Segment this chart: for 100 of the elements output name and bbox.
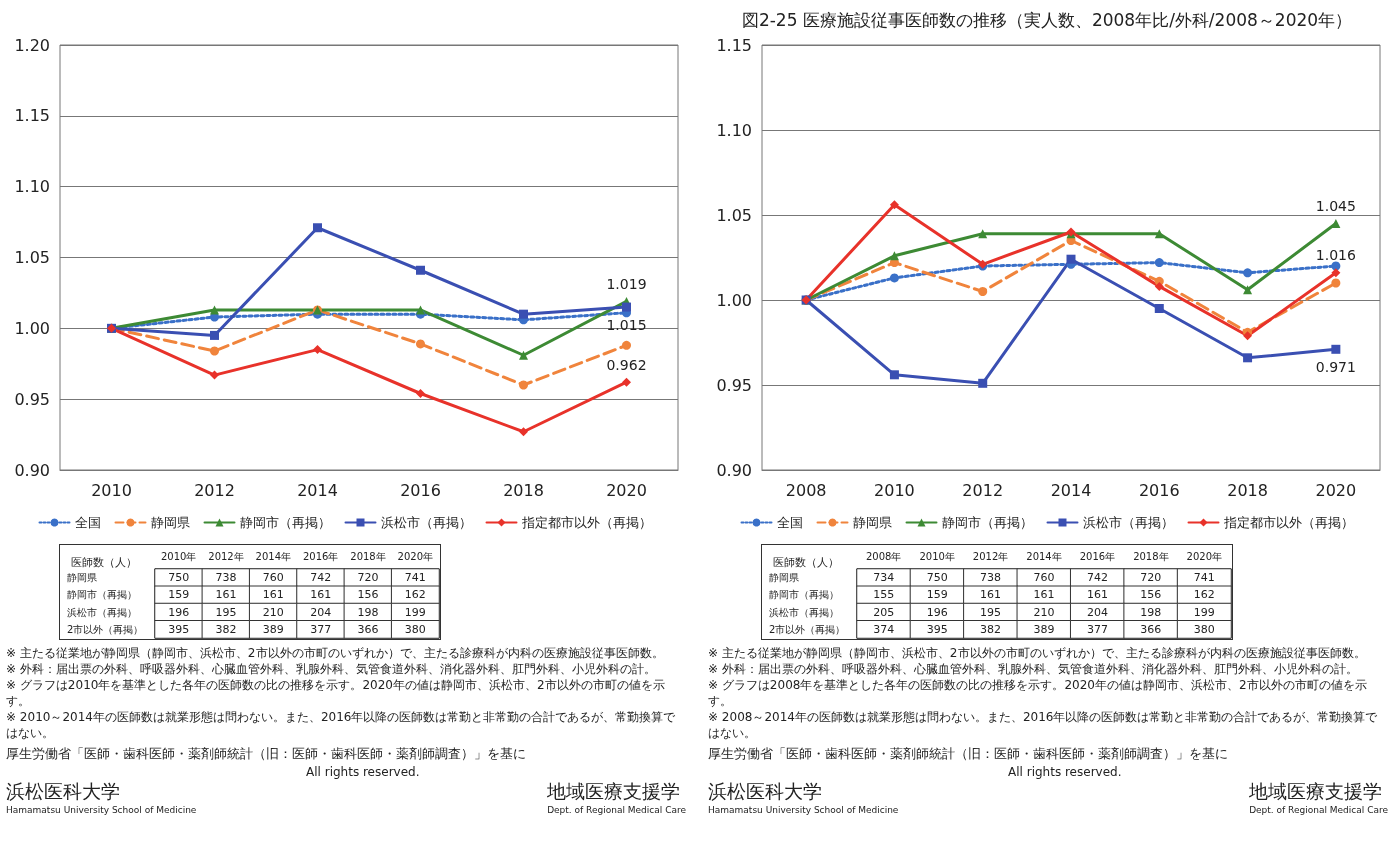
data-label: 0.971 [1315,358,1356,375]
y-tick-label: 静岡市（再掲） [769,589,839,601]
x-tick-label: 2018 [503,480,544,500]
data-label: 760 [1033,571,1055,585]
data-label: 377 [310,622,332,636]
legend-label: 浜松市（再掲） [1082,515,1174,530]
data-label: 161 [1033,588,1055,602]
data-label: 204 [310,605,332,619]
data-label: 389 [1033,622,1055,636]
y-tick-label: 静岡県 [769,572,799,584]
x-tick-label: 2014 [297,480,338,500]
text: ※ 外科：届出票の外科、呼吸器外科、心臓血管外科、乳腺外科、気管食道外科、消化器外科、肛門外科、小児外科の計。 [6,661,657,677]
text: Dept. of Regional Medical Care [1249,805,1388,815]
data-label: 161 [215,588,237,602]
data-label: 380 [404,622,426,636]
data-label: 741 [404,571,426,585]
data-label: 161 [262,588,284,602]
y-tick-label: 1.15 [716,35,752,55]
text: ※ 主たる従業地が静岡県（静岡市、浜松市、2市以外の市町のいずれか）で、主たる診療科が内科の医療施設従事医師数。 [708,645,1367,661]
x-tick-label: 2012 [194,480,235,500]
y-tick-label: 浜松市（再掲） [67,606,137,618]
data-label: 742 [310,571,332,585]
text: 厚生労働省「医師・歯科医師・薬剤師統計（旧：医師・歯科医師・薬剤師調査）」を基に [6,745,527,763]
legend-label: 静岡県 [852,515,892,530]
data-label: 395 [168,622,190,636]
text: 厚生労働省「医師・歯科医師・薬剤師統計（旧：医師・歯科医師・薬剤師調査）」を基に [708,745,1229,763]
x-tick-label: 2016年 [1079,550,1116,562]
data-label: 750 [168,571,190,585]
data-label: 738 [215,571,237,585]
legend-label: 浜松市（再掲） [380,515,472,530]
x-tick-label: 2020年 [397,550,434,562]
x-tick-label: 2014 [1050,480,1092,500]
x-tick-label: 2018年 [1133,550,1169,562]
y-tick-label: 1.10 [14,177,50,197]
y-tick-label: 2市以外（再掲） [769,623,846,635]
legend-label: 指定都市以外（再掲） [520,515,652,530]
data-label: 199 [404,605,426,619]
x-tick-label: 2020 [1315,480,1357,500]
chart-title: 医師数（人） [773,556,839,569]
x-tick-label: 2014年 [1026,550,1062,562]
data-label: 382 [215,622,237,636]
data-label: 198 [357,605,379,619]
x-tick-label: 2018 [1227,480,1268,500]
data-label: 374 [873,622,895,636]
y-tick-label: 0.95 [716,375,752,395]
legend-label: 静岡市（再掲） [239,515,331,530]
legend-label: 指定都市以外（再掲） [1222,515,1354,530]
data-label: 741 [1193,571,1215,585]
y-tick-label: 2市以外（再掲） [67,623,144,635]
y-tick-label: 1.05 [716,205,752,225]
data-label: 159 [168,588,190,602]
data-label: 382 [980,622,1002,636]
chart-title: 図2-25 医療施設従事医師数の推移（実人数、2008年比/外科/2008～2020年） [741,9,1353,30]
x-tick-label: 2020年 [1186,550,1223,562]
y-tick-label: 0.90 [14,460,50,480]
text: ※ 2010～2014年の医師数は就業形態は問わない。また、2016年以降の医師数は常勤と非常勤の合計であるが、常勤換算ではない。 [6,709,677,741]
text: Hamamatsu University School of Medicine [6,805,197,815]
legend-label: 静岡市（再掲） [941,515,1033,530]
data-label: 750 [926,571,948,585]
text: 浜松医科大学 [708,779,823,804]
x-tick-label: 2016年 [302,550,339,562]
data-label: 195 [980,605,1002,619]
y-tick-label: 0.90 [716,460,752,480]
y-tick-label: 静岡市（再掲） [67,589,137,601]
y-tick-label: 1.10 [716,120,752,140]
y-tick-label: 1.15 [14,106,50,126]
text: 地域医療支援学 [1249,779,1384,804]
data-label: 161 [310,588,332,602]
data-label: 734 [873,571,895,585]
data-label: 1.016 [1315,247,1356,264]
x-tick-label: 2010 [91,480,132,500]
data-label: 742 [1086,571,1108,585]
x-tick-label: 2014年 [255,550,292,562]
text: 地域医療支援学 [547,779,682,804]
text: ※ 外科：届出票の外科、呼吸器外科、心臓血管外科、乳腺外科、気管食道外科、消化器外科、肛門外科、小児外科の計。 [708,661,1359,677]
x-tick-label: 2012年 [208,550,244,562]
data-label: 198 [1140,605,1162,619]
data-label: 720 [357,571,379,585]
text: All rights reserved. [305,765,421,779]
data-label: 738 [980,571,1002,585]
data-label: 377 [1086,622,1108,636]
y-tick-label: 1.00 [716,290,752,310]
data-label: 155 [873,588,895,602]
legend-label: 全国 [776,515,803,530]
data-label: 161 [1086,588,1108,602]
x-tick-label: 2012 [962,480,1004,500]
legend-label: 全国 [74,515,101,530]
data-label: 389 [262,622,284,636]
data-label: 720 [1140,571,1162,585]
text: ※ グラフは2008年を基準とした各年の医師数の比の推移を示す。2020年の値は静岡市、浜松市、2市以外の市町の値を示す。 [708,677,1368,709]
data-label: 159 [926,588,948,602]
text: ※ 2008～2014年の医師数は就業形態は問わない。また、2016年以降の医師数は常勤と非常勤の合計であるが、常勤換算ではない。 [708,709,1379,741]
y-tick-label: 1.20 [14,35,50,55]
data-label: 156 [357,588,379,602]
x-tick-label: 2020 [606,480,647,500]
data-label: 395 [926,622,948,636]
x-tick-label: 2008 [785,480,827,500]
text: Dept. of Regional Medical Care [547,805,686,815]
data-label: 195 [215,605,237,619]
data-label: 196 [926,605,948,619]
